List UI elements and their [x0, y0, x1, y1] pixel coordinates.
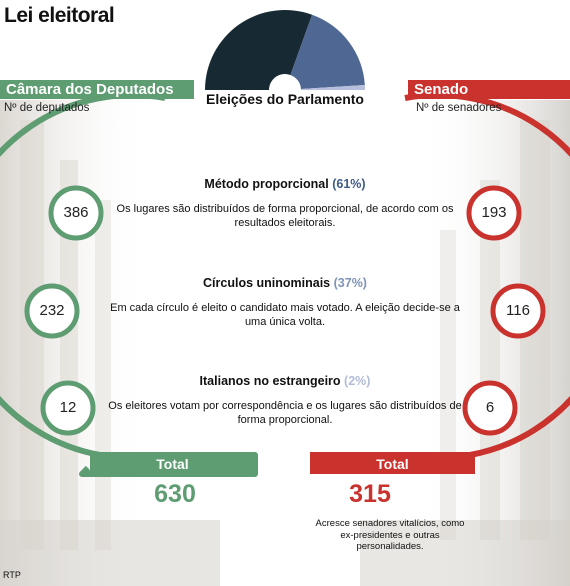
credit: RTP [3, 570, 21, 580]
seat-value-left-2: 232 [39, 302, 65, 319]
section-body-uninominal: Em cada círculo é eleito o candidato mai… [110, 302, 460, 328]
pie-chart [205, 10, 365, 90]
section-title-proportional: Método proporcional (61%) [204, 177, 366, 191]
total-value-left: 630 [154, 480, 196, 508]
seat-circle-right-1 [466, 185, 522, 241]
total-value-right: 315 [349, 480, 391, 508]
seat-circle-left-2 [24, 283, 80, 339]
section-body-proportional: Os lugares são distribuídos de forma pro… [116, 203, 454, 229]
chamber-header-right: Senado [408, 80, 570, 99]
seat-circle-right-3 [462, 380, 518, 436]
chart-title: Eleições do Parlamento [206, 91, 364, 107]
seat-circle-left-3 [40, 380, 96, 436]
left-total-band [90, 454, 255, 474]
chamber-unit-left: Nº de deputados [4, 102, 90, 114]
total-label-right: Total [376, 456, 409, 472]
seat-value-right-3: 6 [485, 399, 495, 416]
section-title-abroad: Italianos no estrangeiro (2%) [199, 374, 371, 388]
background-building-right [360, 100, 570, 586]
seat-value-right-1: 193 [481, 204, 507, 221]
section-body-abroad: Os eleitores votam por correspondência e… [108, 400, 462, 426]
background-building-left [0, 100, 220, 586]
seat-circle-right-2 [490, 283, 546, 339]
left-arc [0, 92, 258, 477]
right-arc [310, 92, 570, 458]
chamber-unit-right: Nº de senadores [416, 102, 502, 114]
seat-value-left-3: 12 [59, 399, 77, 416]
pie-slice-1 [205, 10, 313, 90]
seat-circles [24, 185, 546, 436]
page-title: Lei eleitoral [4, 4, 115, 27]
chamber-header-left: Câmara dos Deputados [0, 80, 194, 99]
pie-slice-2 [290, 14, 365, 89]
seat-value-right-2: 116 [506, 302, 530, 319]
seat-circle-left-1 [48, 185, 104, 241]
section-title-uninominal: Círculos uninominais (37%) [203, 276, 367, 290]
right-total-band [310, 454, 475, 474]
seat-value-left-1: 386 [63, 204, 89, 221]
senate-note: Acresce senadores vitalícios, como ex-pr… [315, 518, 465, 552]
pie-slice-3 [300, 84, 365, 90]
total-label-left: Total [156, 456, 189, 472]
